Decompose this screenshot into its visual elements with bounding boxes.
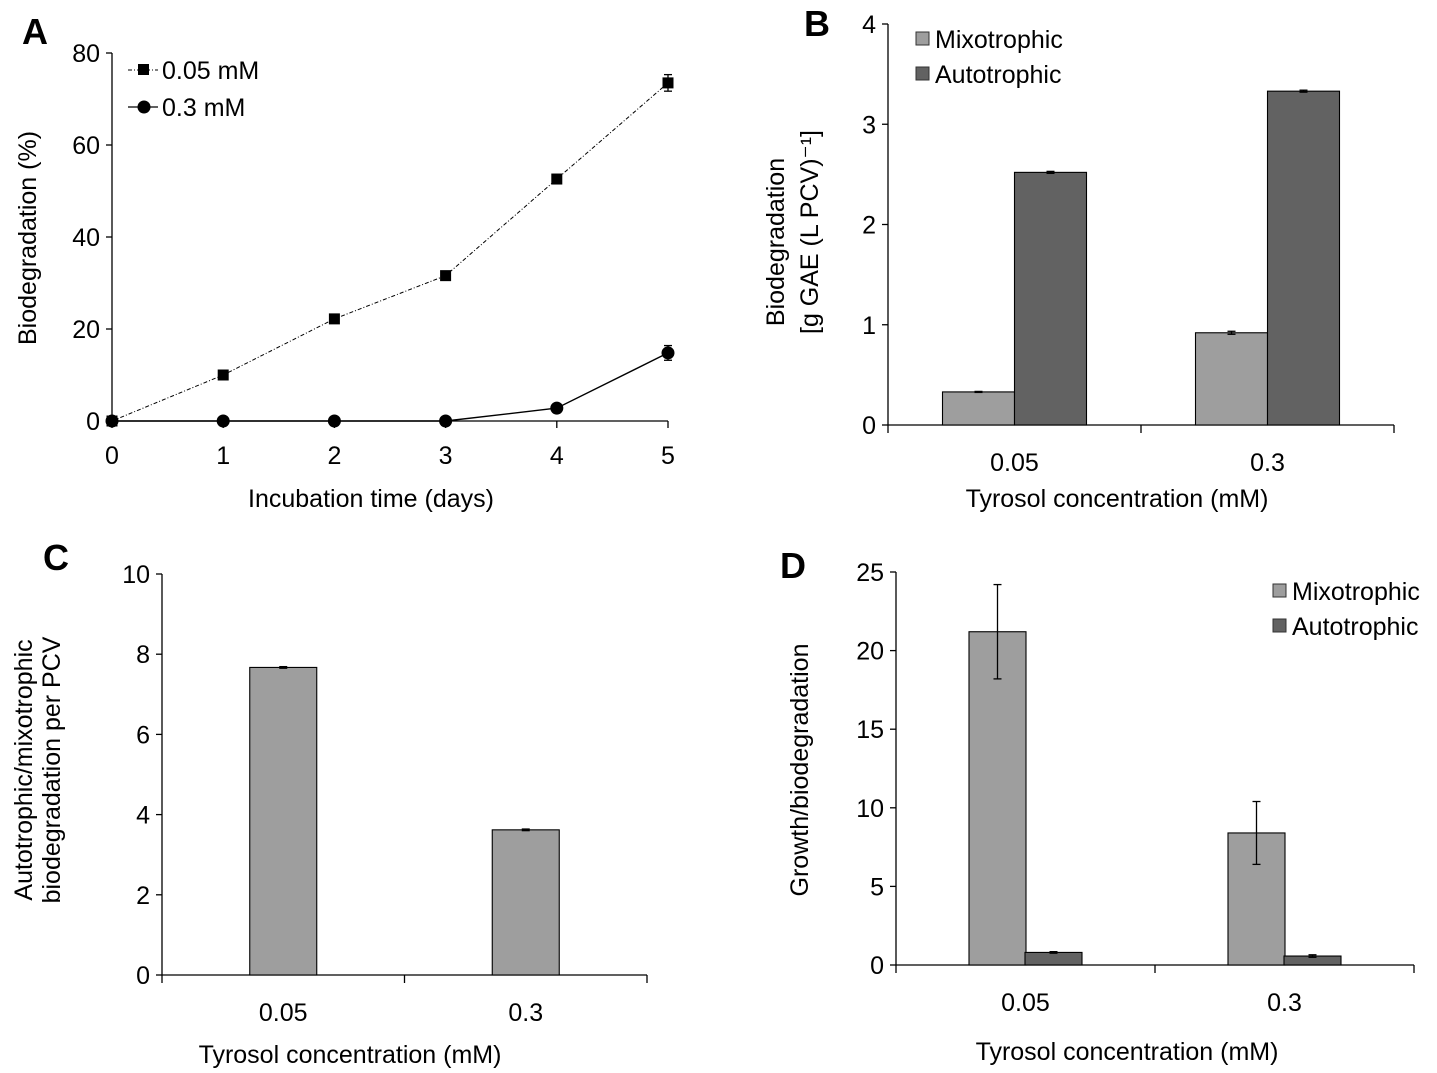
panel-d-ytick-label: 0 [870, 952, 884, 980]
bar-autotrophic [1024, 951, 1083, 966]
panel-d-xtick-label: 0.05 [1001, 989, 1050, 1017]
bar-autotrophic [1013, 171, 1088, 426]
panel-letter-c: C [43, 537, 69, 578]
panel-c: C 0 2 4 6 8 10 0.05 0.3 Tyrosol concentration … [10, 537, 648, 1069]
panel-a-ytick-label: 80 [72, 40, 100, 68]
panel-d: D 0 5 10 15 20 25 0.05 0.3 Mixotrophic Autotro… [780, 545, 1420, 1066]
panel-d-ytick-label: 5 [870, 873, 884, 901]
panel-c-y-title: Autotrophic/mixotrophic [10, 639, 38, 900]
panel-a-legend: 0.05 mM 0.3 mM [128, 57, 259, 122]
data-point-circle [105, 414, 119, 428]
panel-b-ytick-label: 1 [862, 312, 876, 340]
panel-letter-a: A [22, 11, 48, 52]
panel-a-ytick-label: 20 [72, 316, 100, 344]
panel-b-xtick-label: 0.05 [990, 449, 1039, 477]
panel-a-ytick-label: 60 [72, 132, 100, 160]
panel-d-xtick-label: 0.3 [1267, 989, 1302, 1017]
data-point-circle [661, 346, 675, 360]
panel-c-ytick-label: 4 [136, 802, 150, 830]
panel-d-ytick-label: 25 [856, 559, 884, 587]
panel-c-ytick-label: 2 [136, 882, 150, 910]
legend-swatch-autotrophic [915, 66, 930, 81]
bar-ratio [491, 829, 560, 976]
data-point-square [551, 173, 563, 185]
panel-letter-b: B [804, 3, 830, 44]
panel-b-ytick-label: 3 [862, 111, 876, 139]
panel-d-x-title: Tyrosol concentration (mM) [976, 1038, 1279, 1066]
panel-a-ytick-label: 0 [86, 408, 100, 436]
panel-a-xtick-label: 5 [661, 442, 675, 470]
panel-c-ytick-label: 6 [136, 721, 150, 749]
panel-letter-d: D [780, 545, 806, 586]
panel-c-x-title: Tyrosol concentration (mM) [199, 1041, 502, 1069]
legend-circle-marker [137, 100, 151, 114]
panel-b-ytick-label: 0 [862, 412, 876, 440]
panel-a-y-title: Biodegradation (%) [14, 131, 42, 345]
panel-c-ytick-label: 0 [136, 962, 150, 990]
panel-c-ytick-label: 8 [136, 641, 150, 669]
data-point-square [217, 369, 229, 381]
panel-c-xtick-label: 0.05 [259, 999, 308, 1027]
data-point-circle [216, 414, 230, 428]
panel-c-ytick-label: 10 [122, 561, 150, 589]
panel-b-xtick-label: 0.3 [1250, 449, 1285, 477]
bar-mixotrophic [941, 391, 1016, 426]
legend-label-03: 0.3 mM [162, 94, 245, 122]
legend-label-mixotrophic: Mixotrophic [935, 26, 1063, 54]
panel-b-y-title: Biodegradation [762, 158, 790, 326]
panel-d-ytick-label: 20 [856, 638, 884, 666]
legend-label-005: 0.05 mM [162, 57, 259, 85]
panel-a: A 0 20 40 60 80 0 1 2 3 4 5 0.05 mM 0.3 mM Incuba… [14, 11, 675, 513]
data-point-square [662, 77, 674, 89]
panel-d-legend: Mixotrophic Autotrophic [1272, 578, 1420, 641]
panel-a-xtick-label: 4 [550, 442, 564, 470]
legend-swatch-mixotrophic [1272, 583, 1287, 598]
panel-d-y-title: Growth/biodegradation [786, 644, 814, 897]
panel-b-x-title: Tyrosol concentration (mM) [966, 485, 1269, 513]
panel-a-x-title: Incubation time (days) [248, 485, 494, 513]
panel-b-ytick-label: 2 [862, 212, 876, 240]
legend-square-marker [138, 64, 149, 75]
bar-mixotrophic [1194, 332, 1269, 426]
series-line-005mm [111, 82, 669, 422]
panel-d-ytick-label: 10 [856, 795, 884, 823]
panel-a-xtick-label: 2 [327, 442, 341, 470]
panel-a-xtick-label: 3 [439, 442, 453, 470]
legend-label-mixotrophic: Mixotrophic [1292, 578, 1420, 606]
bar-mixotrophic [968, 631, 1027, 966]
data-point-square [440, 270, 452, 282]
bar-autotrophic [1266, 90, 1341, 426]
panel-b-legend: Mixotrophic Autotrophic [915, 26, 1063, 89]
data-point-circle [550, 401, 564, 415]
legend-swatch-autotrophic [1272, 618, 1287, 633]
panel-b-ytick-label: 4 [862, 11, 876, 39]
panel-a-xtick-label: 0 [105, 442, 119, 470]
legend-swatch-mixotrophic [915, 31, 930, 46]
data-point-square [328, 313, 340, 325]
bar-ratio [249, 666, 318, 976]
data-point-circle [327, 414, 341, 428]
legend-label-autotrophic: Autotrophic [935, 61, 1061, 89]
panel-c-xtick-label: 0.3 [508, 999, 543, 1027]
panel-d-ytick-label: 15 [856, 716, 884, 744]
data-point-circle [439, 414, 453, 428]
panel-a-xtick-label: 1 [216, 442, 230, 470]
panel-a-ytick-label: 40 [72, 224, 100, 252]
panel-b-y-title-units: [g GAE (L PCV)⁻¹] [796, 130, 824, 334]
legend-label-autotrophic: Autotrophic [1292, 613, 1418, 641]
panel-c-y-title-line2: biodegradation per PCV [38, 636, 66, 903]
series-line-03mm [112, 352, 669, 422]
